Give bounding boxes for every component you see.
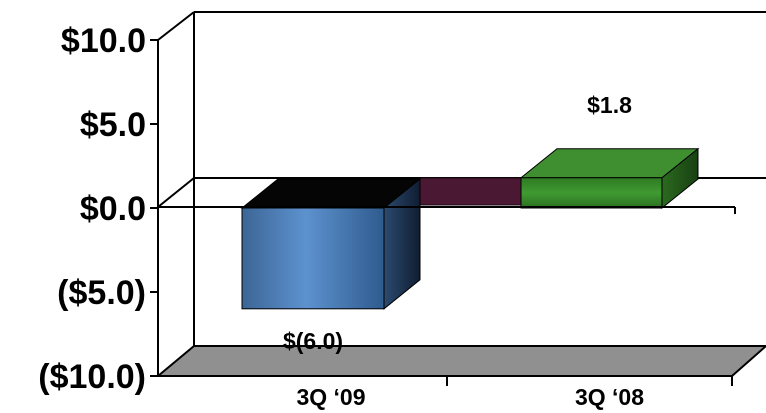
bars	[240, 147, 700, 310]
floor	[155, 345, 766, 377]
labels: $(6.0) 3Q ‘09 $1.8 3Q ‘08	[283, 92, 644, 410]
y-tick-label: $0.0	[80, 190, 146, 228]
bar-1-front-face	[241, 207, 385, 310]
category-label: 3Q ‘08	[575, 384, 644, 410]
y-tick-label: $10.0	[61, 22, 146, 60]
zero-side-line	[157, 177, 195, 208]
y-axis-ticks: $10.0 $5.0 $0.0 ($5.0) ($10.0)	[38, 22, 158, 396]
bar-2-front-face	[520, 177, 663, 209]
data-label: $(6.0)	[283, 328, 343, 354]
side-wall-top-edge	[157, 11, 195, 41]
y-tick-label: ($5.0)	[57, 274, 146, 312]
data-label: $1.8	[587, 92, 632, 118]
category-label: 3Q ‘09	[296, 384, 365, 410]
y-tick-label: $5.0	[80, 106, 146, 144]
y-tick-label: ($10.0)	[38, 358, 146, 396]
